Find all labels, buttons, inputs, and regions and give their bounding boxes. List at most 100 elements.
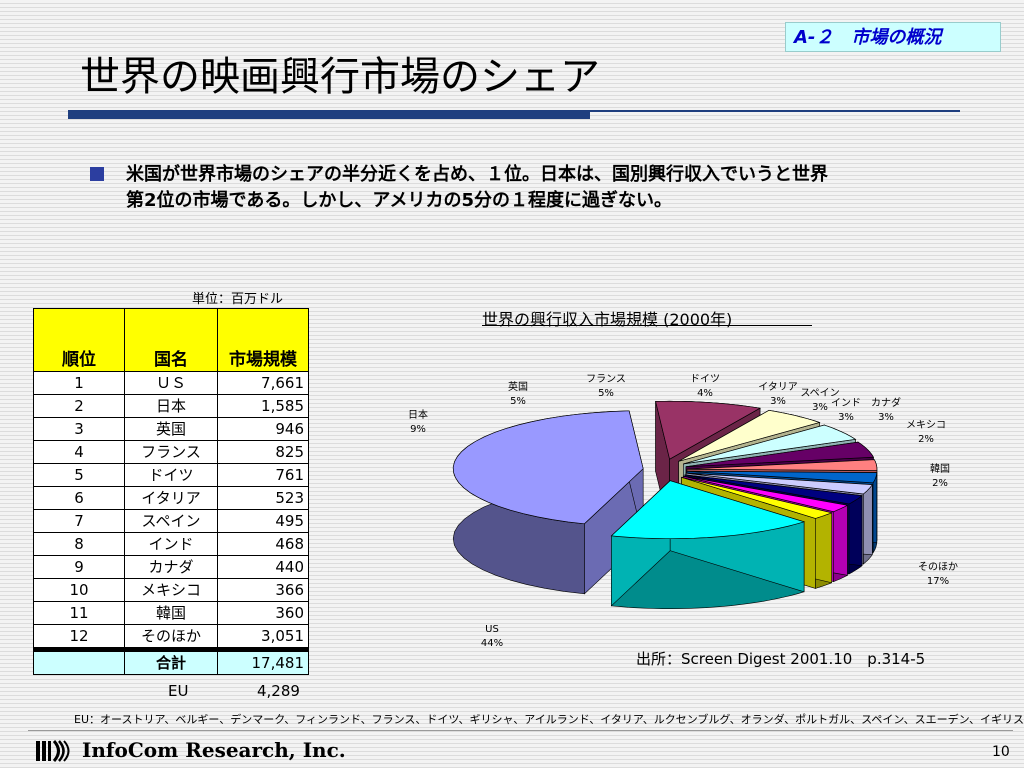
source-note: 出所：Screen Digest 2001.10 p.314-5	[636, 650, 926, 668]
page-title: 世界の映画興行市場のシェア	[80, 54, 600, 100]
pie-slice	[686, 459, 878, 471]
pie-slice	[678, 409, 821, 462]
pie-slice	[655, 400, 762, 460]
cell-country: 韓国	[124, 601, 218, 625]
slice-label: イタリア 3%	[758, 381, 798, 407]
slice-name: 英国	[508, 380, 528, 393]
chart-title: 世界の興行収入市場規模 (2000年)	[482, 310, 733, 329]
pie-slice	[681, 476, 833, 519]
slice-name: US	[485, 624, 499, 635]
company-name: InfoCom Research, Inc.	[82, 738, 346, 762]
pie-slice	[610, 480, 806, 540]
slice-label: 英国 5%	[508, 380, 528, 407]
cell-country: メキシコ	[124, 578, 218, 602]
slice-name: 韓国	[930, 463, 950, 475]
cell-country: ドイツ	[124, 463, 218, 487]
cell-rank: 10	[33, 578, 125, 602]
cell-rank: 2	[33, 394, 125, 418]
slice-name: スペイン	[800, 388, 839, 399]
cell-rank: 3	[33, 417, 125, 441]
slice-percent: 5%	[598, 388, 614, 399]
slice-percent: 3%	[770, 396, 786, 407]
slice-name: 日本	[408, 408, 428, 421]
slice-label: カナダ 3%	[871, 396, 901, 423]
section-tag: A-２ 市場の概況	[785, 22, 1001, 52]
table-header-row: 順位 国名 市場規模	[33, 308, 309, 372]
cell-market-size: 468	[217, 532, 309, 556]
pie-chart: US 44%日本 9%英国 5%フランス 5%ドイツ 4%イタリア 3%スペイン 3% インド 3…	[408, 373, 958, 649]
cell-rank: 8	[33, 532, 125, 556]
unit-label: 単位：百万ドル	[192, 292, 284, 307]
footer-divider	[28, 730, 1013, 731]
slice-name: メキシコ	[906, 420, 946, 431]
market-size-table: 順位 国名 市場規模 1 ＵＳ 7,661 2 日本 1,585 3 英国 946 4 フランス 82…	[33, 308, 309, 675]
table-row: 8 インド 468	[33, 532, 309, 556]
pie-slice	[686, 472, 873, 495]
pie-slice	[686, 470, 878, 484]
pie-slice-side	[611, 480, 805, 609]
eu-label: EU	[168, 682, 189, 700]
slice-percent: 17%	[927, 576, 949, 587]
header-rank: 順位	[33, 308, 125, 372]
cell-rank: 11	[33, 601, 125, 625]
slice-percent: 44%	[481, 638, 503, 649]
cell-rank: 9	[33, 555, 125, 579]
cell-country: インド	[124, 532, 218, 556]
slice-name: インド	[831, 398, 861, 409]
slice-name: フランス	[586, 373, 626, 385]
cell-country: そのほか	[124, 624, 218, 648]
eu-value: 4,289	[257, 682, 300, 700]
pie-slice	[685, 441, 875, 468]
cell-market-size: 495	[217, 509, 309, 533]
total-label: 合計	[124, 651, 218, 675]
chart-title-underline	[482, 325, 812, 326]
slice-percent: 3%	[838, 412, 854, 423]
title-rule-thin	[590, 110, 960, 112]
cell-market-size: 825	[217, 440, 309, 464]
pie-slice	[683, 475, 849, 513]
slice-name: カナダ	[871, 396, 901, 409]
total-empty-cell	[33, 651, 125, 675]
cell-market-size: 761	[217, 463, 309, 487]
slice-label: そのほか 17%	[918, 561, 958, 587]
pie-slice	[452, 410, 644, 525]
page-number: 10	[992, 744, 1010, 760]
cell-rank: 5	[33, 463, 125, 487]
slice-percent: 2%	[932, 478, 948, 489]
slice-percent: 4%	[697, 388, 713, 399]
cell-country: 英国	[124, 417, 218, 441]
bullet-square-icon	[90, 167, 104, 181]
table-row: 1 ＵＳ 7,661	[33, 371, 309, 395]
slice-label: 日本 9%	[408, 408, 428, 435]
cell-rank: 12	[33, 624, 125, 648]
table-row: 3 英国 946	[33, 417, 309, 441]
lead-text-line-1: 米国が世界市場のシェアの半分近くを占め、１位。日本は、国別興行収入でいうと世界	[126, 164, 828, 185]
title-rule	[68, 110, 590, 119]
pie-slice	[684, 474, 863, 505]
table-row: 7 スペイン 495	[33, 509, 309, 533]
table-row: 11 韓国 360	[33, 601, 309, 625]
cell-rank: 1	[33, 371, 125, 395]
slice-percent: 3%	[878, 412, 894, 423]
cell-market-size: 1,585	[217, 394, 309, 418]
slice-label: ドイツ 4%	[690, 374, 720, 399]
slice-percent: 5%	[510, 396, 526, 407]
table-row: 5 ドイツ 761	[33, 463, 309, 487]
cell-market-size: 366	[217, 578, 309, 602]
cell-market-size: 523	[217, 486, 309, 510]
cell-rank: 6	[33, 486, 125, 510]
cell-rank: 4	[33, 440, 125, 464]
slice-name: そのほか	[918, 561, 958, 573]
slice-label: スペイン 3%	[800, 388, 839, 413]
cell-country: スペイン	[124, 509, 218, 533]
slice-label: インド 3%	[831, 398, 861, 423]
cell-market-size: 360	[217, 601, 309, 625]
cell-country: カナダ	[124, 555, 218, 579]
cell-market-size: 3,051	[217, 624, 309, 648]
company-logo-icon	[36, 739, 70, 763]
slice-label: US 44%	[481, 624, 503, 649]
cell-market-size: 946	[217, 417, 309, 441]
table-row: 6 イタリア 523	[33, 486, 309, 510]
table-row: 2 日本 1,585	[33, 394, 309, 418]
cell-country: ＵＳ	[124, 371, 218, 395]
